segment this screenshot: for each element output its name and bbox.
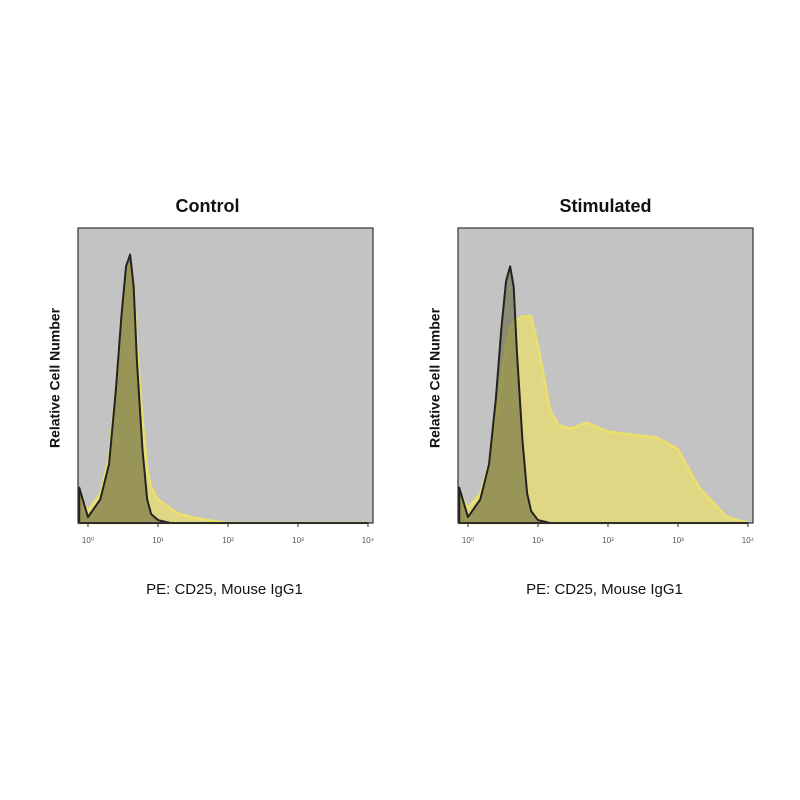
x-tick-label: 10² (602, 536, 614, 545)
x-tick-label: 10⁴ (742, 536, 755, 545)
x-tick-label: 10¹ (152, 536, 164, 545)
chart-title: Stimulated (559, 196, 651, 216)
x-tick-label: 10³ (292, 536, 304, 545)
plot-frame (457, 227, 754, 524)
x-tick-label: 10⁰ (462, 536, 474, 545)
chart-title: Control (176, 196, 240, 216)
x-tick-label: 10⁰ (82, 536, 94, 545)
x-tick-label: 10³ (672, 536, 684, 545)
x-axis-label: PE: CD25, Mouse IgG1 (526, 581, 683, 598)
x-axis-label: PE: CD25, Mouse IgG1 (146, 581, 303, 598)
y-axis-label: Relative Cell Number (427, 307, 443, 448)
x-tick-label: 10² (222, 536, 234, 545)
y-axis-label: Relative Cell Number (47, 307, 63, 448)
plot-frame (77, 227, 374, 524)
x-tick-label: 10¹ (532, 536, 544, 545)
x-tick-label: 10⁴ (362, 536, 375, 545)
